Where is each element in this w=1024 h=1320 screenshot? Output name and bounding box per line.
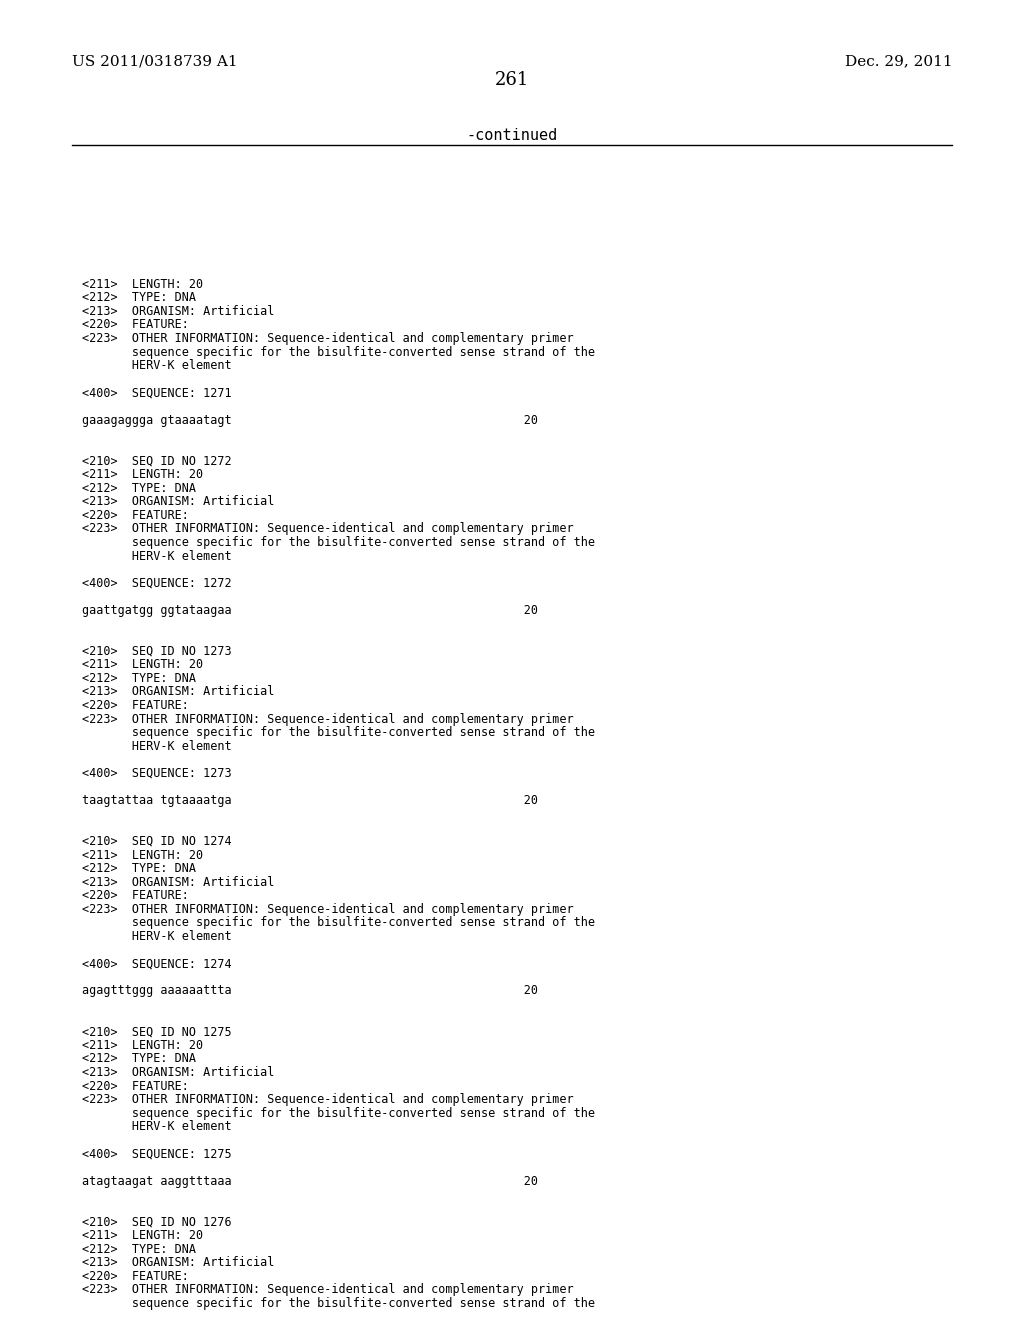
Text: <210>  SEQ ID NO 1275: <210> SEQ ID NO 1275 [82,1026,231,1038]
Text: HERV-K element: HERV-K element [82,359,231,372]
Text: <223>  OTHER INFORMATION: Sequence-identical and complementary primer: <223> OTHER INFORMATION: Sequence-identi… [82,713,573,726]
Text: <213>  ORGANISM: Artificial: <213> ORGANISM: Artificial [82,875,274,888]
Text: HERV-K element: HERV-K element [82,1121,231,1134]
Text: sequence specific for the bisulfite-converted sense strand of the: sequence specific for the bisulfite-conv… [82,916,595,929]
Text: sequence specific for the bisulfite-converted sense strand of the: sequence specific for the bisulfite-conv… [82,1106,595,1119]
Text: sequence specific for the bisulfite-converted sense strand of the: sequence specific for the bisulfite-conv… [82,536,595,549]
Text: <220>  FEATURE:: <220> FEATURE: [82,508,188,521]
Text: <210>  SEQ ID NO 1273: <210> SEQ ID NO 1273 [82,644,231,657]
Text: <400>  SEQUENCE: 1274: <400> SEQUENCE: 1274 [82,957,231,970]
Text: gaattgatgg ggtataagaa                                         20: gaattgatgg ggtataagaa 20 [82,603,538,616]
Text: <212>  TYPE: DNA: <212> TYPE: DNA [82,1242,196,1255]
Text: <400>  SEQUENCE: 1272: <400> SEQUENCE: 1272 [82,577,231,590]
Text: HERV-K element: HERV-K element [82,549,231,562]
Text: <212>  TYPE: DNA: <212> TYPE: DNA [82,672,196,685]
Text: <213>  ORGANISM: Artificial: <213> ORGANISM: Artificial [82,1067,274,1078]
Text: HERV-K element: HERV-K element [82,931,231,942]
Text: <211>  LENGTH: 20: <211> LENGTH: 20 [82,659,203,672]
Text: <220>  FEATURE:: <220> FEATURE: [82,318,188,331]
Text: <220>  FEATURE:: <220> FEATURE: [82,1270,188,1283]
Text: <223>  OTHER INFORMATION: Sequence-identical and complementary primer: <223> OTHER INFORMATION: Sequence-identi… [82,903,573,916]
Text: agagtttggg aaaaaattta                                         20: agagtttggg aaaaaattta 20 [82,985,538,998]
Text: sequence specific for the bisulfite-converted sense strand of the: sequence specific for the bisulfite-conv… [82,1298,595,1309]
Text: <211>  LENGTH: 20: <211> LENGTH: 20 [82,469,203,480]
Text: <220>  FEATURE:: <220> FEATURE: [82,1080,188,1093]
Text: <223>  OTHER INFORMATION: Sequence-identical and complementary primer: <223> OTHER INFORMATION: Sequence-identi… [82,1093,573,1106]
Text: <212>  TYPE: DNA: <212> TYPE: DNA [82,1052,196,1065]
Text: <223>  OTHER INFORMATION: Sequence-identical and complementary primer: <223> OTHER INFORMATION: Sequence-identi… [82,1283,573,1296]
Text: <213>  ORGANISM: Artificial: <213> ORGANISM: Artificial [82,495,274,508]
Text: <210>  SEQ ID NO 1274: <210> SEQ ID NO 1274 [82,836,231,847]
Text: atagtaagat aaggtttaaa                                         20: atagtaagat aaggtttaaa 20 [82,1175,538,1188]
Text: 261: 261 [495,71,529,88]
Text: gaaagaggga gtaaaatagt                                         20: gaaagaggga gtaaaatagt 20 [82,413,538,426]
Text: <210>  SEQ ID NO 1276: <210> SEQ ID NO 1276 [82,1216,231,1229]
Text: <213>  ORGANISM: Artificial: <213> ORGANISM: Artificial [82,1257,274,1270]
Text: <400>  SEQUENCE: 1273: <400> SEQUENCE: 1273 [82,767,231,780]
Text: <223>  OTHER INFORMATION: Sequence-identical and complementary primer: <223> OTHER INFORMATION: Sequence-identi… [82,523,573,536]
Text: <212>  TYPE: DNA: <212> TYPE: DNA [82,482,196,495]
Text: HERV-K element: HERV-K element [82,739,231,752]
Text: <220>  FEATURE:: <220> FEATURE: [82,700,188,711]
Text: sequence specific for the bisulfite-converted sense strand of the: sequence specific for the bisulfite-conv… [82,346,595,359]
Text: <211>  LENGTH: 20: <211> LENGTH: 20 [82,1039,203,1052]
Text: <211>  LENGTH: 20: <211> LENGTH: 20 [82,849,203,862]
Text: <213>  ORGANISM: Artificial: <213> ORGANISM: Artificial [82,305,274,318]
Text: <213>  ORGANISM: Artificial: <213> ORGANISM: Artificial [82,685,274,698]
Text: <210>  SEQ ID NO 1272: <210> SEQ ID NO 1272 [82,454,231,467]
Text: <400>  SEQUENCE: 1275: <400> SEQUENCE: 1275 [82,1147,231,1160]
Text: Dec. 29, 2011: Dec. 29, 2011 [845,54,952,69]
Text: <211>  LENGTH: 20: <211> LENGTH: 20 [82,1229,203,1242]
Text: <220>  FEATURE:: <220> FEATURE: [82,890,188,903]
Text: <211>  LENGTH: 20: <211> LENGTH: 20 [82,277,203,290]
Text: taagtattaa tgtaaaatga                                         20: taagtattaa tgtaaaatga 20 [82,795,538,807]
Text: <212>  TYPE: DNA: <212> TYPE: DNA [82,862,196,875]
Text: <223>  OTHER INFORMATION: Sequence-identical and complementary primer: <223> OTHER INFORMATION: Sequence-identi… [82,333,573,345]
Text: <212>  TYPE: DNA: <212> TYPE: DNA [82,292,196,305]
Text: -continued: -continued [466,128,558,143]
Text: <400>  SEQUENCE: 1271: <400> SEQUENCE: 1271 [82,387,231,400]
Text: US 2011/0318739 A1: US 2011/0318739 A1 [72,54,238,69]
Text: sequence specific for the bisulfite-converted sense strand of the: sequence specific for the bisulfite-conv… [82,726,595,739]
